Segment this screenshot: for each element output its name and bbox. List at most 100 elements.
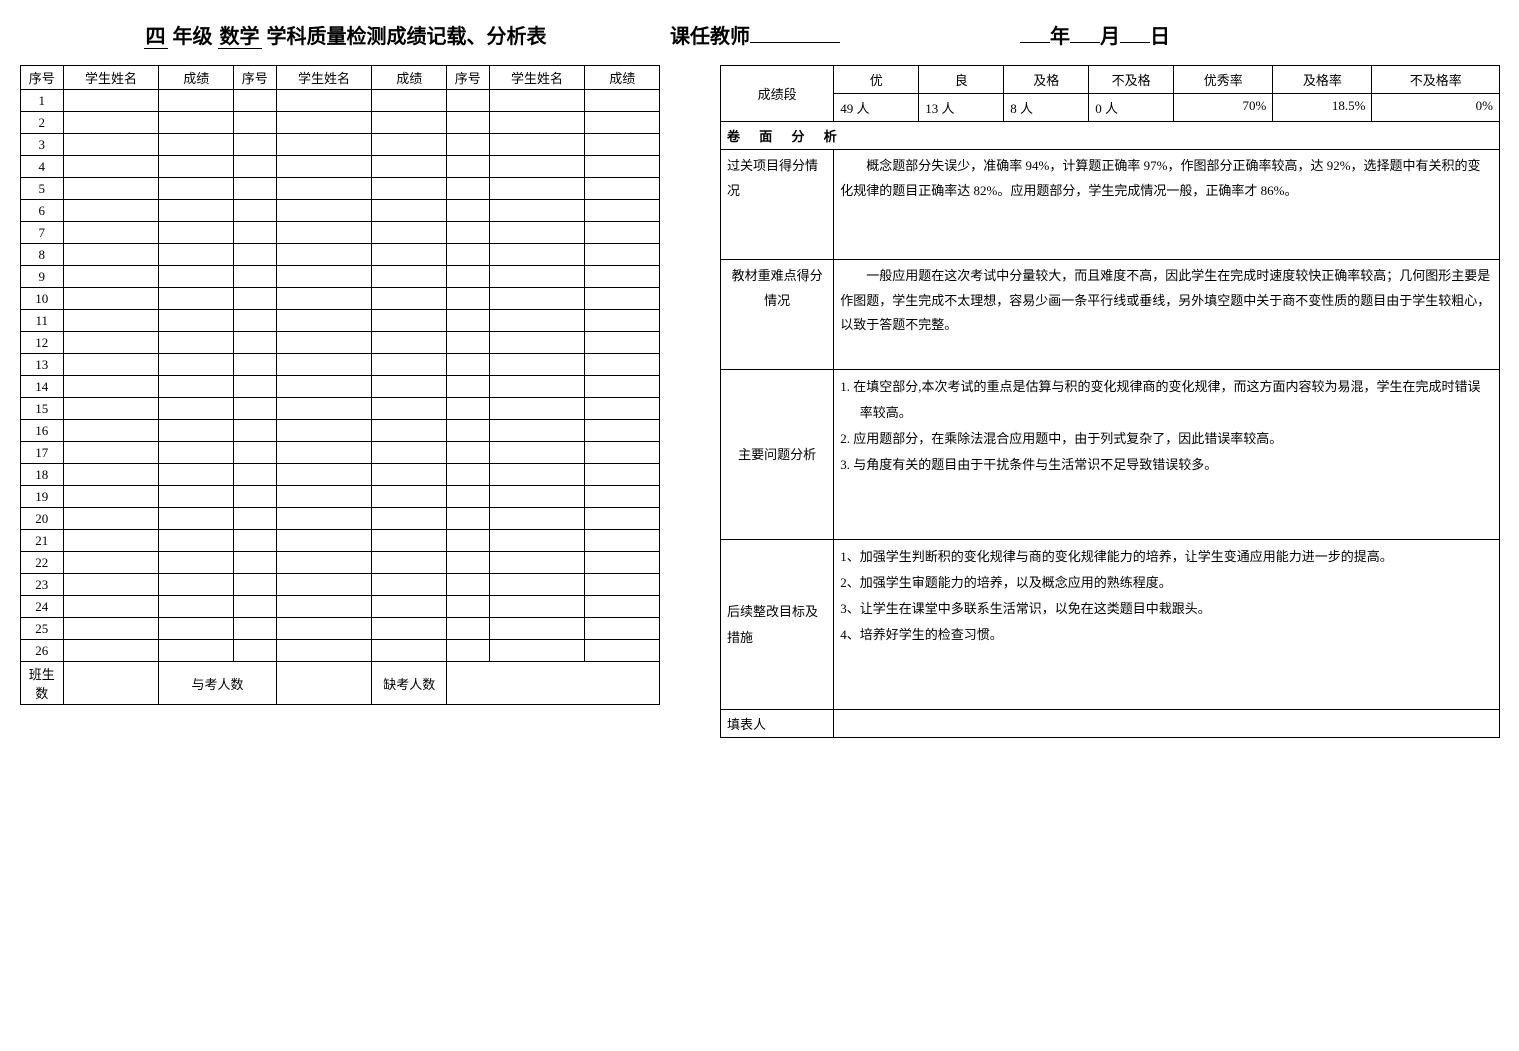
hdr-name-2: 学生姓名 bbox=[276, 66, 372, 90]
hdr-score-3: 成绩 bbox=[585, 66, 660, 90]
hdr-name-3: 学生姓名 bbox=[489, 66, 585, 90]
title-text-2: 学科质量检测成绩记载、分析表 bbox=[262, 26, 547, 48]
row-num: 12 bbox=[21, 332, 64, 354]
row-num: 18 bbox=[21, 464, 64, 486]
item4-row: 后续整改目标及措施 1、加强学生判断积的变化规律与商的变化规律能力的培养，让学生… bbox=[721, 540, 1500, 710]
item4-line-2: 2、加强学生审题能力的培养，以及概念应用的熟练程度。 bbox=[840, 570, 1493, 596]
roster-row: 15 bbox=[21, 398, 660, 420]
row-num: 16 bbox=[21, 420, 64, 442]
item1-text: 概念题部分失误少，准确率 94%，计算题正确率 97%，作图部分正确率较高，达 … bbox=[834, 150, 1500, 260]
filler-val bbox=[834, 710, 1500, 738]
item3-label: 主要问题分析 bbox=[721, 370, 834, 540]
roster-row: 4 bbox=[21, 156, 660, 178]
title-left: 四 年级 数学 学科质量检测成绩记载、分析表 bbox=[20, 20, 670, 49]
row-num: 23 bbox=[21, 574, 64, 596]
col-pass: 及格 bbox=[1004, 66, 1089, 94]
item4-line-3: 3、让学生在课堂中多联系生活常识，以免在这类题目中栽跟头。 bbox=[840, 596, 1493, 622]
item2-label: 教材重难点得分情况 bbox=[721, 260, 834, 370]
row-num: 14 bbox=[21, 376, 64, 398]
month-label: 月 bbox=[1100, 26, 1120, 48]
teacher-block: 课任教师 bbox=[670, 20, 1020, 49]
row-num: 2 bbox=[21, 112, 64, 134]
row-num: 8 bbox=[21, 244, 64, 266]
roster-row: 24 bbox=[21, 596, 660, 618]
attend-val bbox=[276, 662, 372, 705]
roster-row: 1 bbox=[21, 90, 660, 112]
item3-row: 主要问题分析 1. 在填空部分,本次考试的重点是估算与积的变化规律商的变化规律，… bbox=[721, 370, 1500, 540]
col-fail-rate: 不及格率 bbox=[1372, 66, 1500, 94]
row-num: 21 bbox=[21, 530, 64, 552]
row-num: 26 bbox=[21, 640, 64, 662]
roster-footer-row: 班生数 与考人数 缺考人数 bbox=[21, 662, 660, 705]
item2-text: 一般应用题在这次考试中分量较大，而且难度不高，因此学生在完成时速度较快正确率较高… bbox=[834, 260, 1500, 370]
roster-header-row: 序号 学生姓名 成绩 序号 学生姓名 成绩 序号 学生姓名 成绩 bbox=[21, 66, 660, 90]
day-label: 日 bbox=[1150, 26, 1170, 48]
row-num: 22 bbox=[21, 552, 64, 574]
year-blank bbox=[1020, 23, 1050, 43]
row-num: 24 bbox=[21, 596, 64, 618]
roster-row: 8 bbox=[21, 244, 660, 266]
subject-underline: 数学 bbox=[218, 26, 262, 49]
roster-row: 7 bbox=[21, 222, 660, 244]
teacher-label: 课任教师 bbox=[670, 26, 750, 48]
score-band-label: 成绩段 bbox=[721, 66, 834, 122]
content-row: 序号 学生姓名 成绩 序号 学生姓名 成绩 序号 学生姓名 成绩 1 2 3 4… bbox=[20, 65, 1500, 738]
val-excellent-rate: 70% bbox=[1174, 94, 1273, 122]
item3-line-3: 3. 与角度有关的题目由于干扰条件与生活常识不足导致错误较多。 bbox=[840, 452, 1493, 478]
val-fail-rate: 0% bbox=[1372, 94, 1500, 122]
hdr-name-1: 学生姓名 bbox=[63, 66, 159, 90]
filler-row: 填表人 bbox=[721, 710, 1500, 738]
val-pass: 8 人 bbox=[1004, 94, 1089, 122]
class-total-label: 班生数 bbox=[21, 662, 64, 705]
hdr-seq-1: 序号 bbox=[21, 66, 64, 90]
roster-row: 14 bbox=[21, 376, 660, 398]
filler-label: 填表人 bbox=[721, 710, 834, 738]
class-total-val bbox=[63, 662, 159, 705]
hdr-seq-2: 序号 bbox=[233, 66, 276, 90]
roster-row: 13 bbox=[21, 354, 660, 376]
roster-row: 16 bbox=[21, 420, 660, 442]
row-num: 17 bbox=[21, 442, 64, 464]
item2-row: 教材重难点得分情况 一般应用题在这次考试中分量较大，而且难度不高，因此学生在完成… bbox=[721, 260, 1500, 370]
absent-val bbox=[446, 662, 659, 705]
item1-row: 过关项目得分情况 概念题部分失误少，准确率 94%，计算题正确率 97%，作图部… bbox=[721, 150, 1500, 260]
roster-row: 9 bbox=[21, 266, 660, 288]
roster-row: 23 bbox=[21, 574, 660, 596]
val-good: 13 人 bbox=[919, 94, 1004, 122]
roster-row: 5 bbox=[21, 178, 660, 200]
item4-line-1: 1、加强学生判断积的变化规律与商的变化规律能力的培养，让学生变通应用能力进一步的… bbox=[840, 544, 1493, 570]
grade-underline: 四 bbox=[144, 26, 168, 49]
roster-row: 21 bbox=[21, 530, 660, 552]
score-band-header: 成绩段 优 良 及格 不及格 优秀率 及格率 不及格率 bbox=[721, 66, 1500, 94]
item3-text: 1. 在填空部分,本次考试的重点是估算与积的变化规律商的变化规律，而这方面内容较… bbox=[834, 370, 1500, 540]
col-good: 良 bbox=[919, 66, 1004, 94]
row-num: 3 bbox=[21, 134, 64, 156]
page-root: 四 年级 数学 学科质量检测成绩记载、分析表 课任教师 年 月 日 序号 学生姓名 … bbox=[20, 20, 1500, 738]
analysis-table: 成绩段 优 良 及格 不及格 优秀率 及格率 不及格率 49 人 13 人 8 … bbox=[720, 65, 1500, 738]
item3-line-1: 1. 在填空部分,本次考试的重点是估算与积的变化规律商的变化规律，而这方面内容较… bbox=[840, 374, 1493, 426]
row-num: 11 bbox=[21, 310, 64, 332]
roster-row: 10 bbox=[21, 288, 660, 310]
roster-row: 3 bbox=[21, 134, 660, 156]
row-num: 4 bbox=[21, 156, 64, 178]
row-num: 9 bbox=[21, 266, 64, 288]
year-label: 年 bbox=[1050, 26, 1070, 48]
title-text-1: 年级 bbox=[168, 26, 218, 48]
analysis-table-wrap: 成绩段 优 良 及格 不及格 优秀率 及格率 不及格率 49 人 13 人 8 … bbox=[720, 65, 1500, 738]
col-excellent-rate: 优秀率 bbox=[1174, 66, 1273, 94]
item1-label: 过关项目得分情况 bbox=[721, 150, 834, 260]
teacher-blank bbox=[750, 23, 840, 43]
row-num: 10 bbox=[21, 288, 64, 310]
roster-row: 19 bbox=[21, 486, 660, 508]
roster-row: 12 bbox=[21, 332, 660, 354]
item3-line-2: 2. 应用题部分，在乘除法混合应用题中，由于列式复杂了，因此错误率较高。 bbox=[840, 426, 1493, 452]
day-blank bbox=[1120, 23, 1150, 43]
row-num: 1 bbox=[21, 90, 64, 112]
col-pass-rate: 及格率 bbox=[1273, 66, 1372, 94]
col-excellent: 优 bbox=[834, 66, 919, 94]
item4-text: 1、加强学生判断积的变化规律与商的变化规律能力的培养，让学生变通应用能力进一步的… bbox=[834, 540, 1500, 710]
hdr-score-1: 成绩 bbox=[159, 66, 234, 90]
roster-row: 6 bbox=[21, 200, 660, 222]
roster-row: 22 bbox=[21, 552, 660, 574]
section-header-row: 卷 面 分 析 bbox=[721, 122, 1500, 150]
